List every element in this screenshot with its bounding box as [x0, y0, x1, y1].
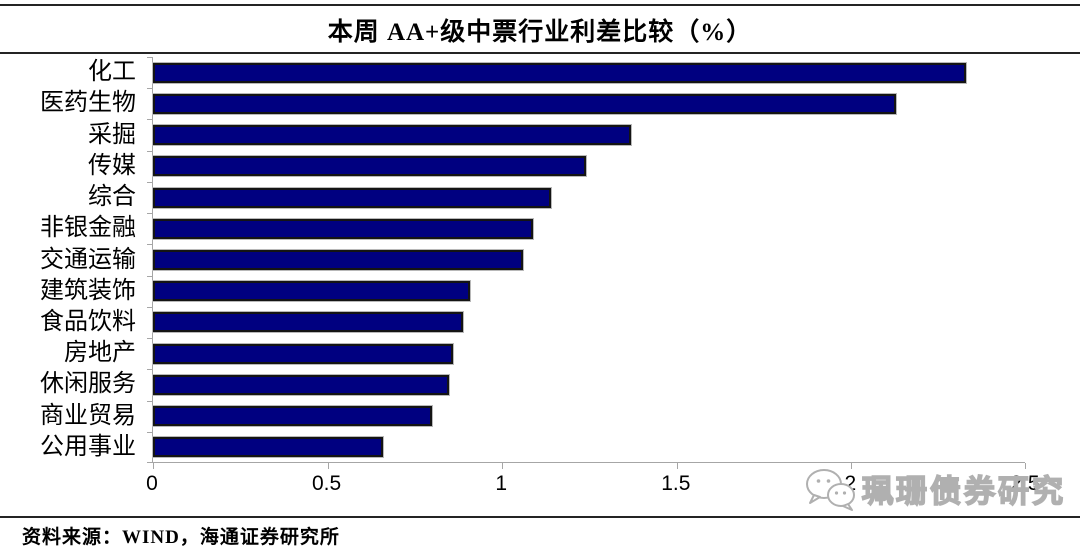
category-axis-labels: 化工医药生物采掘传媒综合非银金融交通运输建筑装饰食品饮料房地产休闲服务商业贸易公… [0, 57, 144, 463]
x-axis-tick [153, 463, 154, 469]
bottom-rule [0, 516, 1080, 518]
x-axis-tick [1025, 463, 1026, 469]
category-label: 传媒 [88, 152, 136, 179]
category-label: 化工 [88, 59, 136, 86]
x-axis-tick [502, 463, 504, 469]
bar-休闲服务 [153, 374, 450, 395]
x-axis-tick-label: 2 [844, 472, 857, 495]
category-label: 公用事业 [40, 433, 136, 460]
category-label: 采掘 [88, 121, 136, 148]
y-axis-tick [147, 400, 152, 402]
x-axis-tick [851, 463, 853, 469]
category-label: 休闲服务 [40, 371, 136, 398]
bar-非银金融 [153, 218, 534, 239]
bar-商业贸易 [153, 406, 433, 427]
plot-area [147, 57, 1026, 469]
x-axis-tick [327, 463, 329, 469]
bar-食品饮料 [153, 312, 464, 333]
x-axis-tick-label: 1.5 [661, 472, 691, 495]
x-axis-tick-label: 1 [495, 472, 508, 495]
wechat-icon [806, 468, 855, 511]
category-label: 综合 [88, 184, 136, 211]
category-label: 非银金融 [40, 215, 136, 242]
y-axis-tick [147, 57, 152, 58]
top-rule [0, 4, 1080, 6]
y-axis-tick [147, 338, 152, 340]
y-axis-tick [147, 119, 152, 121]
bar-采掘 [153, 125, 631, 146]
y-axis-tick [147, 181, 152, 183]
y-axis-tick [147, 431, 152, 433]
bar-化工 [153, 62, 966, 83]
y-axis-tick [147, 275, 152, 277]
source-note: 资料来源：WIND，海通证券研究所 [22, 527, 340, 548]
category-label: 交通运输 [40, 246, 136, 273]
bar-交通运输 [153, 250, 523, 270]
category-label: 医药生物 [40, 90, 136, 117]
watermark-label: 珮珊债券研究 [861, 473, 1066, 510]
chart-title: 本周 AA+级中票行业利差比较（%） [327, 19, 753, 46]
bar-建筑装饰 [153, 281, 471, 302]
x-axis-tick-label: 2.5 [1010, 472, 1040, 495]
y-axis-tick [147, 244, 152, 246]
category-label: 食品饮料 [40, 308, 136, 335]
bar-公用事业 [153, 437, 384, 458]
x-axis-tick [676, 463, 678, 469]
y-axis-tick [147, 306, 152, 308]
bar-综合 [153, 187, 551, 208]
x-axis-tick-label: 0 [146, 472, 158, 495]
bar-传媒 [153, 156, 586, 177]
category-label: 商业贸易 [40, 402, 136, 429]
category-label: 房地产 [64, 340, 136, 367]
y-axis-tick [147, 213, 152, 215]
category-label: 建筑装饰 [40, 277, 136, 304]
y-axis-tick [147, 462, 152, 463]
watermark: 珮珊债券研究 [804, 466, 1066, 511]
x-axis-tick-label: 0.5 [311, 472, 342, 495]
bar-医药生物 [153, 93, 896, 114]
title-bottom-rule [0, 52, 1080, 54]
bar-房地产 [153, 343, 453, 364]
y-axis-tick [147, 150, 152, 152]
y-axis-tick [147, 88, 152, 90]
y-axis-tick [147, 369, 152, 371]
